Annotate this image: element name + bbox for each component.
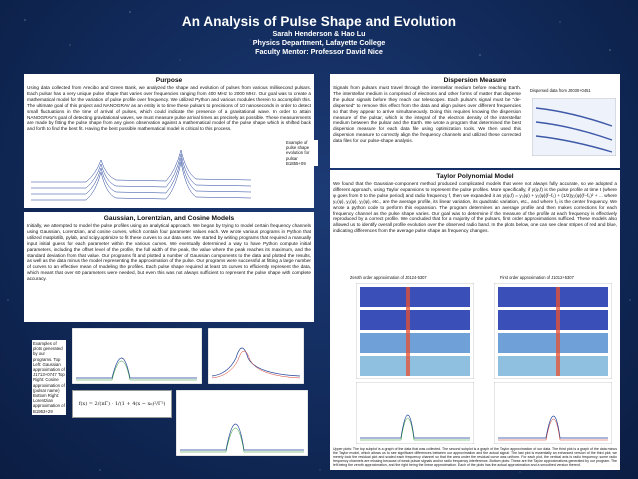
pulse-evolution-caption: Example of pulse shape evolution for pul… [286,140,318,167]
department: Physics Department, Lafayette College [252,38,386,47]
lorentzian-formula-box: f(x) = 2/(πΓ) · 1/(1 + 4(x − x₀)²/Γ²) [72,390,172,418]
gaussian-approx-plot [72,328,202,384]
authors: Sarah Henderson & Hao Lu [272,29,366,38]
cosine-approx-plot [208,328,304,384]
dispersion-heading: Dispersion Measure [443,77,507,84]
poster-title: An Analysis of Pulse Shape and Evolution [181,14,457,29]
pulse-evolution-plot [26,142,256,206]
purpose-heading: Purpose [155,77,183,84]
pulse-evolution-figure: Example of pulse shape evolution for pul… [24,140,318,208]
taylor-panel: Taylor Polynomial Model We found that th… [330,170,620,470]
poster-header: An Analysis of Pulse Shape and Evolution… [0,14,638,56]
zeroth-order-approx-lines [356,382,474,444]
gaussian-heading: Gaussian, Lorentzian, and Cosine Models [103,215,235,222]
gaussian-body: Initially, we attempted to model the pul… [27,223,311,282]
dispersed-data-caption: Dispersed data from J0030+0451 [530,88,591,93]
faculty-mentor: Faculty Mentor: Professor David Nice [255,47,383,56]
dispersion-panel: Dispersion Measure Signals from pulsars … [330,74,620,168]
taylor-body: We found that the Gaussian-component met… [333,181,617,234]
taylor-heading: Taylor Polynomial Model [436,173,514,180]
first-order-title: First order approximation of J1012+5307 [500,275,574,280]
zeroth-order-plot [356,283,474,379]
dispersed-data-plot [532,98,616,156]
first-order-approx-lines [494,382,612,444]
purpose-body: Using data collected from Arecibo and Gr… [27,85,311,132]
dispersion-body: Signals from pulsars must travel through… [333,85,521,144]
first-order-plot [494,283,612,379]
taylor-plots-caption: Upper plots: The top subplot is a graph … [333,447,617,468]
lorentzian-approx-plot [176,390,308,456]
example-plots-figure: Examples of plots generated by our progr… [24,326,314,462]
example-plots-caption: Examples of plots generated by our progr… [32,340,66,415]
gaussian-models-panel: Gaussian, Lorentzian, and Cosine Models … [24,212,314,322]
lorentzian-formula: f(x) = 2/(πΓ) · 1/(1 + 4(x − x₀)²/Γ²) [78,401,166,407]
zeroth-order-title: Zeroth order approximation of J0124-5307 [350,275,427,280]
